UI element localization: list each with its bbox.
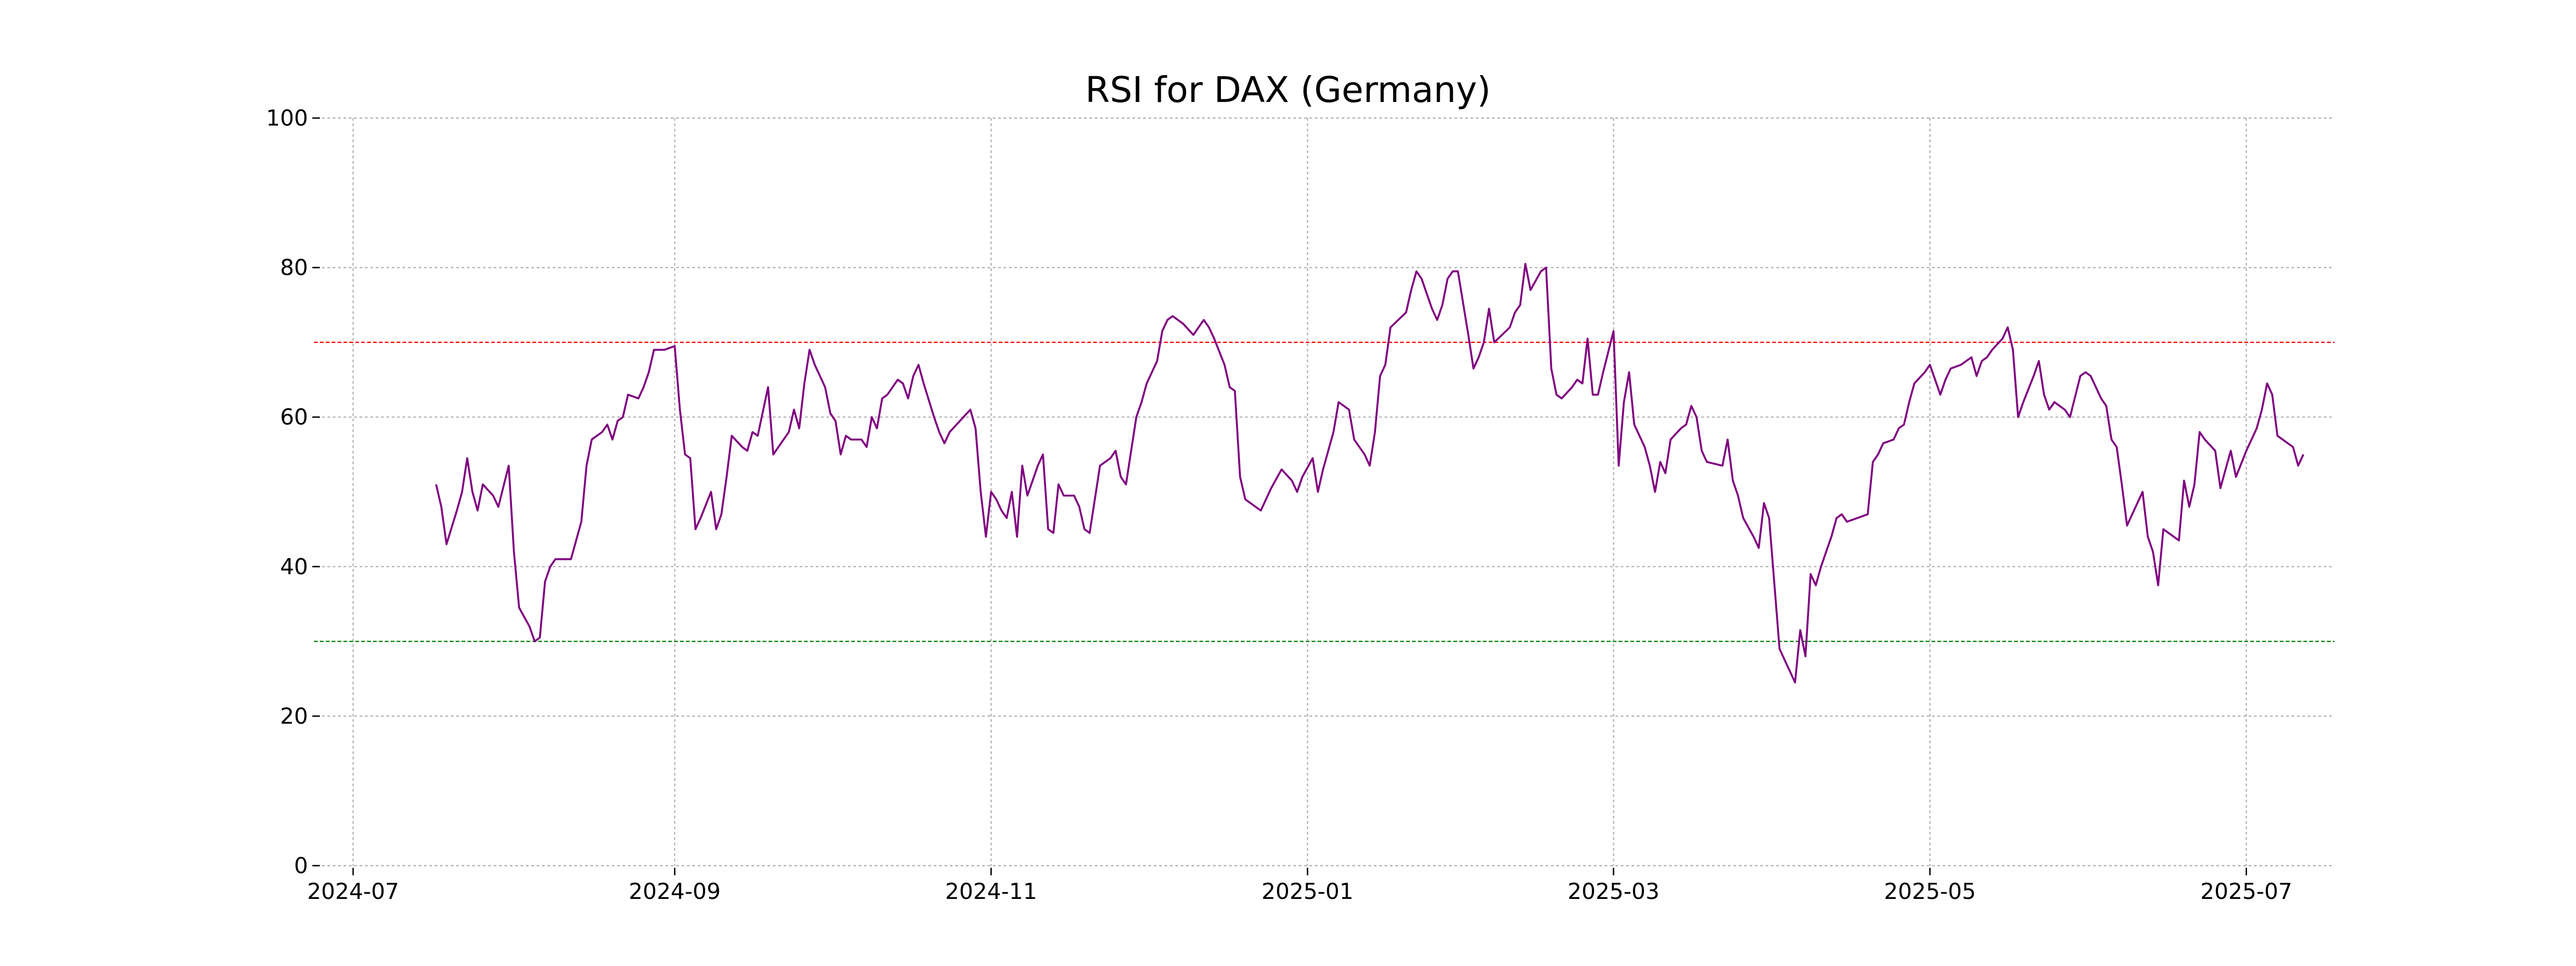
y-tick-label: 100 (266, 105, 308, 131)
y-tick-label: 20 (280, 703, 308, 729)
x-tick-label: 2025-03 (1568, 879, 1659, 904)
reference-lines (314, 341, 2334, 642)
y-tick-label: 80 (280, 255, 308, 281)
rsi-series-line (435, 262, 2304, 684)
grid-layer (322, 117, 2334, 867)
y-tick-label: 0 (294, 853, 308, 879)
y-tick-label: 40 (280, 554, 308, 580)
y-tick-label: 60 (280, 404, 308, 430)
x-tick-label: 2025-01 (1262, 879, 1353, 904)
x-tick-label: 2025-05 (1884, 879, 1975, 904)
x-tick-label: 2024-07 (307, 879, 399, 904)
x-tick-label: 2025-07 (2200, 879, 2292, 904)
chart-title: RSI for DAX (Germany) (1085, 69, 1491, 111)
x-tick-label: 2024-09 (629, 879, 721, 904)
x-tick-label: 2024-11 (945, 879, 1037, 904)
series-layer (435, 262, 2304, 684)
axes: 0 20 40 60 80 100 2024-07 2024-09 2024-11 2025-01… (266, 105, 2293, 904)
